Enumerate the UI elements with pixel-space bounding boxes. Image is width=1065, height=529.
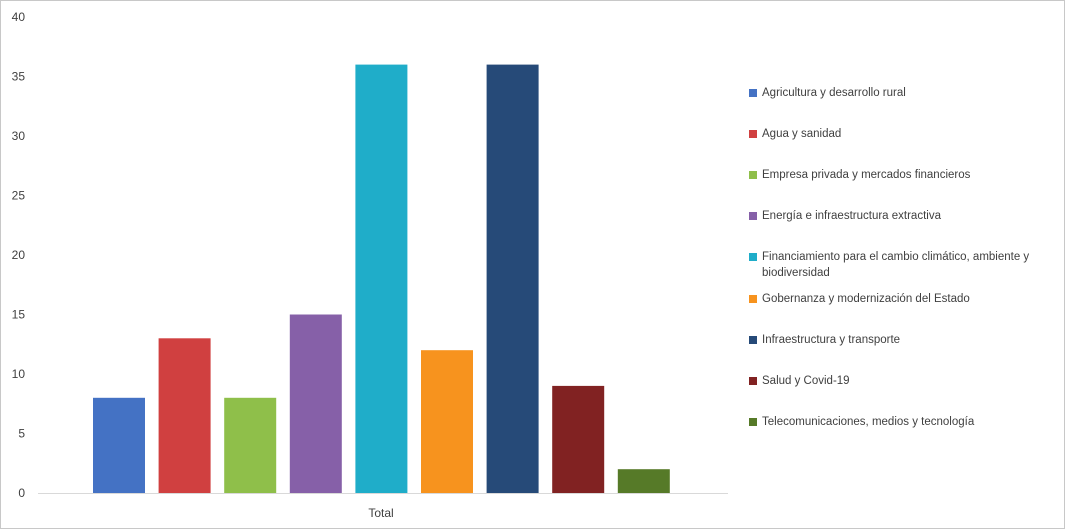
legend-item: Agua y sanidad: [749, 126, 1057, 142]
legend-item: Infraestructura y transporte: [749, 332, 1057, 348]
legend-item: Gobernanza y modernización del Estado: [749, 291, 1057, 307]
y-tick-label: 30: [12, 129, 26, 143]
x-axis: Total: [368, 506, 393, 520]
legend-label: Agricultura y desarrollo rural: [762, 87, 906, 99]
y-tick-label: 25: [12, 189, 26, 203]
y-tick-label: 20: [12, 248, 26, 262]
y-tick-label: 15: [12, 308, 26, 322]
bar: [617, 469, 670, 493]
legend-label: Energía e infraestructura extractiva: [762, 210, 941, 222]
legend-label: Salud y Covid-19: [762, 375, 850, 387]
legend-item: Agricultura y desarrollo rural: [749, 85, 1057, 101]
bar: [93, 397, 145, 493]
bar: [421, 350, 473, 493]
y-tick-label: 0: [18, 486, 25, 500]
x-category-label: Total: [368, 506, 393, 520]
y-tick-label: 40: [12, 10, 26, 24]
legend-swatch: [749, 336, 757, 344]
legend-label: Infraestructura y transporte: [762, 334, 901, 346]
bar: [158, 338, 211, 493]
legend-swatch: [749, 253, 757, 261]
bar: [289, 314, 342, 493]
legend-item: Financiamiento para el cambio climático,…: [749, 249, 1057, 281]
bars: [93, 64, 670, 493]
legend-item: Salud y Covid-19: [749, 373, 1057, 389]
legend-swatch: [749, 171, 757, 179]
legend-label: Telecomunicaciones, medios y tecnología: [762, 416, 975, 428]
bar: [355, 64, 408, 493]
legend-label: Gobernanza y modernización del Estado: [762, 293, 970, 305]
bar: [552, 385, 605, 493]
legend-label: Agua y sanidad: [762, 128, 842, 140]
legend-item: Energía e infraestructura extractiva: [749, 208, 1057, 224]
legend-swatch: [749, 212, 757, 220]
y-tick-label: 35: [12, 70, 26, 84]
y-tick-label: 5: [18, 427, 25, 441]
y-tick-label: 10: [12, 367, 26, 381]
legend-label: Empresa privada y mercados financieros: [762, 169, 971, 181]
legend-label: Financiamiento para el cambio climático,…: [762, 251, 1030, 279]
legend-item: Telecomunicaciones, medios y tecnología: [749, 414, 1057, 430]
bar: [486, 64, 539, 493]
legend-swatch: [749, 377, 757, 385]
bar: [224, 397, 277, 493]
legend-swatch: [749, 418, 757, 426]
y-axis: 0 5 10 15 20 25 30 35 40: [12, 10, 26, 500]
legend-swatch: [749, 295, 757, 303]
legend-swatch: [749, 89, 757, 97]
legend-swatch: [749, 130, 757, 138]
legend-item: Empresa privada y mercados financieros: [749, 167, 1057, 183]
